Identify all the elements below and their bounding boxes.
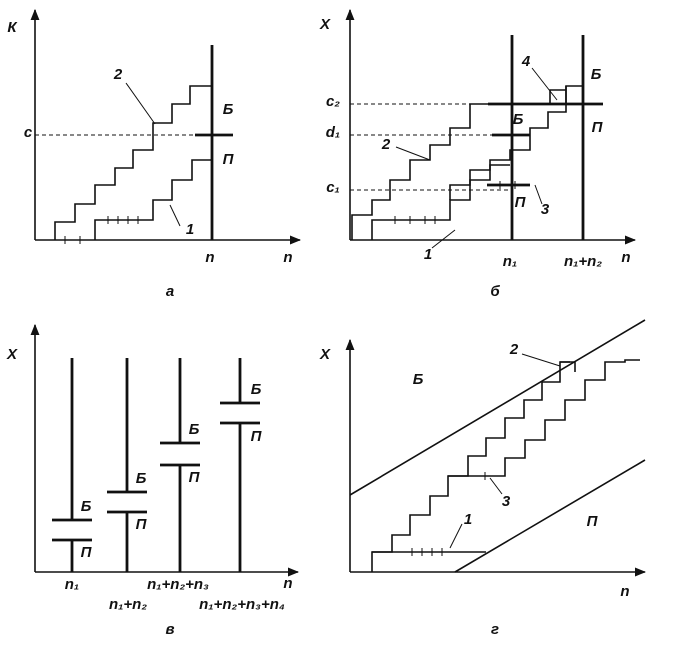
caption: в — [165, 621, 174, 638]
leaders — [449, 353, 561, 549]
level-label: d₁ — [326, 124, 340, 141]
zone-label: П — [515, 194, 527, 211]
panel-b: X c₂ d₁ c₁ Б П Б П 4 2 3 1 n₁ n₁+n₂ n б — [319, 8, 637, 300]
curve-label: 1 — [424, 246, 432, 263]
caption: г — [491, 621, 499, 638]
curve-label: 2 — [381, 136, 391, 153]
curve-label: 4 — [521, 53, 531, 70]
staircase — [449, 85, 583, 200]
staircase — [371, 164, 510, 240]
x-label: n₁+n₂+n₃+n₄ — [199, 596, 285, 613]
staircase — [54, 85, 212, 240]
zone-label: Б — [136, 470, 147, 487]
leaders — [395, 67, 558, 249]
staircase — [560, 361, 576, 372]
ticks — [394, 181, 516, 224]
x-label: n — [205, 249, 214, 266]
y-label: X — [319, 16, 331, 33]
curve-label: 1 — [464, 511, 472, 528]
x-label: n — [283, 575, 292, 592]
x-label: n₁+n₂+n₃ — [147, 576, 209, 593]
zone-label: П — [136, 516, 148, 533]
zone-label: П — [223, 151, 235, 168]
x-label: n₁+n₂ — [109, 596, 147, 613]
panel-g: X Б П 2 3 1 n г — [319, 319, 647, 638]
zone-label: Б — [251, 381, 262, 398]
zone-label: Б — [513, 111, 524, 128]
curve-label: 2 — [509, 341, 519, 358]
caption: а — [166, 283, 174, 300]
x-label: n₁ — [503, 253, 517, 270]
curve-label: 3 — [502, 493, 511, 510]
level-label: c₂ — [326, 93, 340, 110]
zone-label: Б — [591, 66, 602, 83]
y-label: К — [7, 19, 18, 36]
zone-label: Б — [81, 498, 92, 515]
zone-label: Б — [189, 421, 200, 438]
x-label: n₁+n₂ — [564, 253, 602, 270]
x-label: n₁ — [65, 576, 79, 593]
bars — [52, 401, 260, 542]
y-label: X — [6, 346, 18, 363]
zone-label: Б — [413, 371, 424, 388]
zone-label: П — [587, 513, 599, 530]
ticks — [64, 216, 139, 244]
x-label: n — [621, 249, 630, 266]
staircase — [351, 103, 490, 240]
caption: б — [490, 283, 500, 300]
panel-a: К c Б П 2 1 n n а — [7, 8, 302, 300]
boundary — [510, 35, 585, 240]
boundary — [349, 319, 646, 573]
zone-label: П — [189, 469, 201, 486]
y-label: X — [319, 346, 331, 363]
staircase — [371, 361, 570, 572]
x-label: n — [620, 583, 629, 600]
boundary — [487, 102, 603, 187]
leaders — [125, 82, 181, 227]
staircase — [372, 359, 640, 553]
zone-label: Б — [223, 101, 234, 118]
zone-label: П — [251, 428, 263, 445]
curve-label: 3 — [541, 201, 550, 218]
curve-label: 2 — [113, 66, 123, 83]
level-line — [350, 103, 583, 191]
ticks — [411, 472, 486, 556]
boundary — [70, 358, 242, 572]
staircase — [94, 159, 212, 240]
level-label: c₁ — [326, 179, 340, 196]
panel-v: X Б П Б П Б П Б П n₁ n₁+n₂ n₁+n₂+n₃ n₁+n… — [6, 323, 300, 638]
level-label: c — [24, 124, 33, 141]
zone-label: П — [81, 544, 93, 561]
curve-label: 1 — [186, 221, 194, 238]
zone-label: П — [592, 119, 604, 136]
x-label: n — [283, 249, 292, 266]
staircase — [490, 86, 584, 105]
